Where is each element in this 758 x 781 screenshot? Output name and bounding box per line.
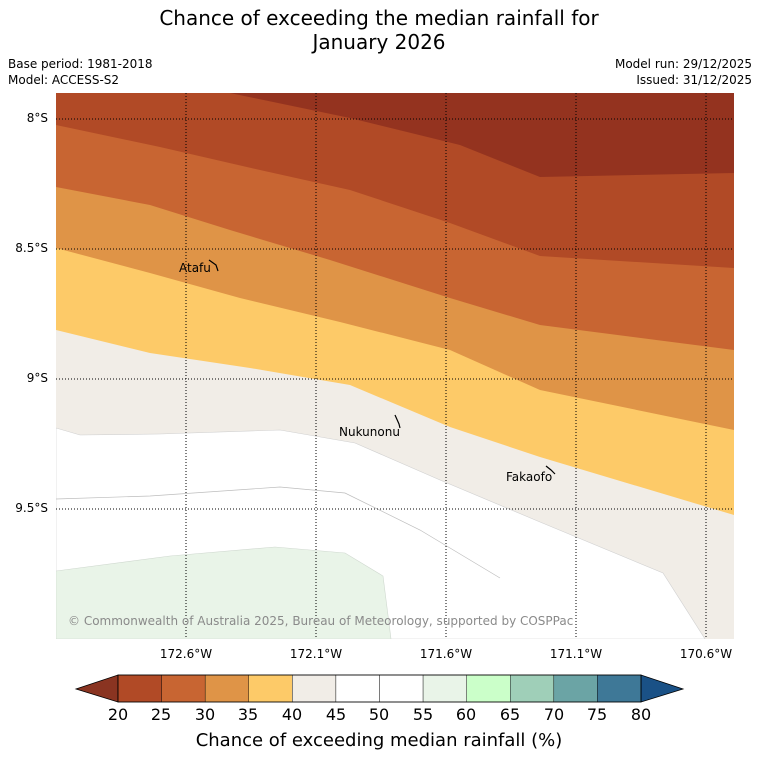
colorbar [74,674,685,703]
colorbar-cell [597,674,642,703]
model-run: Model run: 29/12/2025 [614,57,752,71]
colorbar-over-arrow [640,674,685,703]
colorbar-cell [335,674,380,703]
colorbar-tick: 55 [412,705,434,724]
title-line-2: January 2026 [312,30,446,54]
lat-label: 9.5°S [15,501,48,515]
colorbar-label: Chance of exceeding median rainfall (%) [195,730,563,751]
colorbar-cell [204,674,249,703]
title-line-1: Chance of exceeding the median rainfall … [159,6,599,30]
lon-label: 170.6°W [679,647,733,661]
colorbar-cell [422,674,467,703]
colorbar-tick: 35 [237,705,259,724]
colorbar-cells [117,674,642,703]
atoll-outlines [208,259,556,475]
colorbar-cell [510,674,555,703]
contour-line [56,486,501,579]
colorbar-tick: 20 [107,705,129,724]
colorbar-tick: 60 [455,705,477,724]
colorbar-tick: 65 [499,705,521,724]
colorbar-tick: 30 [194,705,216,724]
colorbar-tick: 80 [630,705,652,724]
colorbar-cell [292,674,337,703]
colorbar-tick: 45 [325,705,347,724]
colorbar-tick: 50 [368,705,390,724]
gridlines [56,93,734,639]
base-period: Base period: 1981-2018 [8,57,153,71]
band-55-60 [56,546,392,639]
lat-label: 9°S [26,371,48,385]
colorbar-tick: 25 [150,705,172,724]
colorbar-tick: 70 [543,705,565,724]
lon-label: 172.1°W [289,647,343,661]
colorbar-tick: 40 [281,705,303,724]
lon-label: 171.1°W [549,647,603,661]
place-fakaofo: Fakaofo [506,470,553,484]
colorbar-cell [248,674,293,703]
colorbar-cell [117,674,162,703]
lat-label: 8.5°S [15,241,48,255]
colorbar-cell [379,674,424,703]
place-nukunonu: Nukunonu [339,425,400,439]
lon-label: 172.6°W [159,647,213,661]
colorbar-under-arrow [74,674,119,703]
place-atafu: Atafu [179,261,211,275]
colorbar-cell [161,674,206,703]
copyright-credit: © Commonwealth of Australia 2025, Bureau… [68,614,574,628]
issued-date: Issued: 31/12/2025 [636,73,752,87]
lat-label: 8°S [26,111,48,125]
colorbar-cell [553,674,598,703]
model-name: Model: ACCESS-S2 [8,73,120,87]
lon-label: 171.6°W [419,647,473,661]
colorbar-tick: 75 [586,705,608,724]
colorbar-cell [466,674,511,703]
